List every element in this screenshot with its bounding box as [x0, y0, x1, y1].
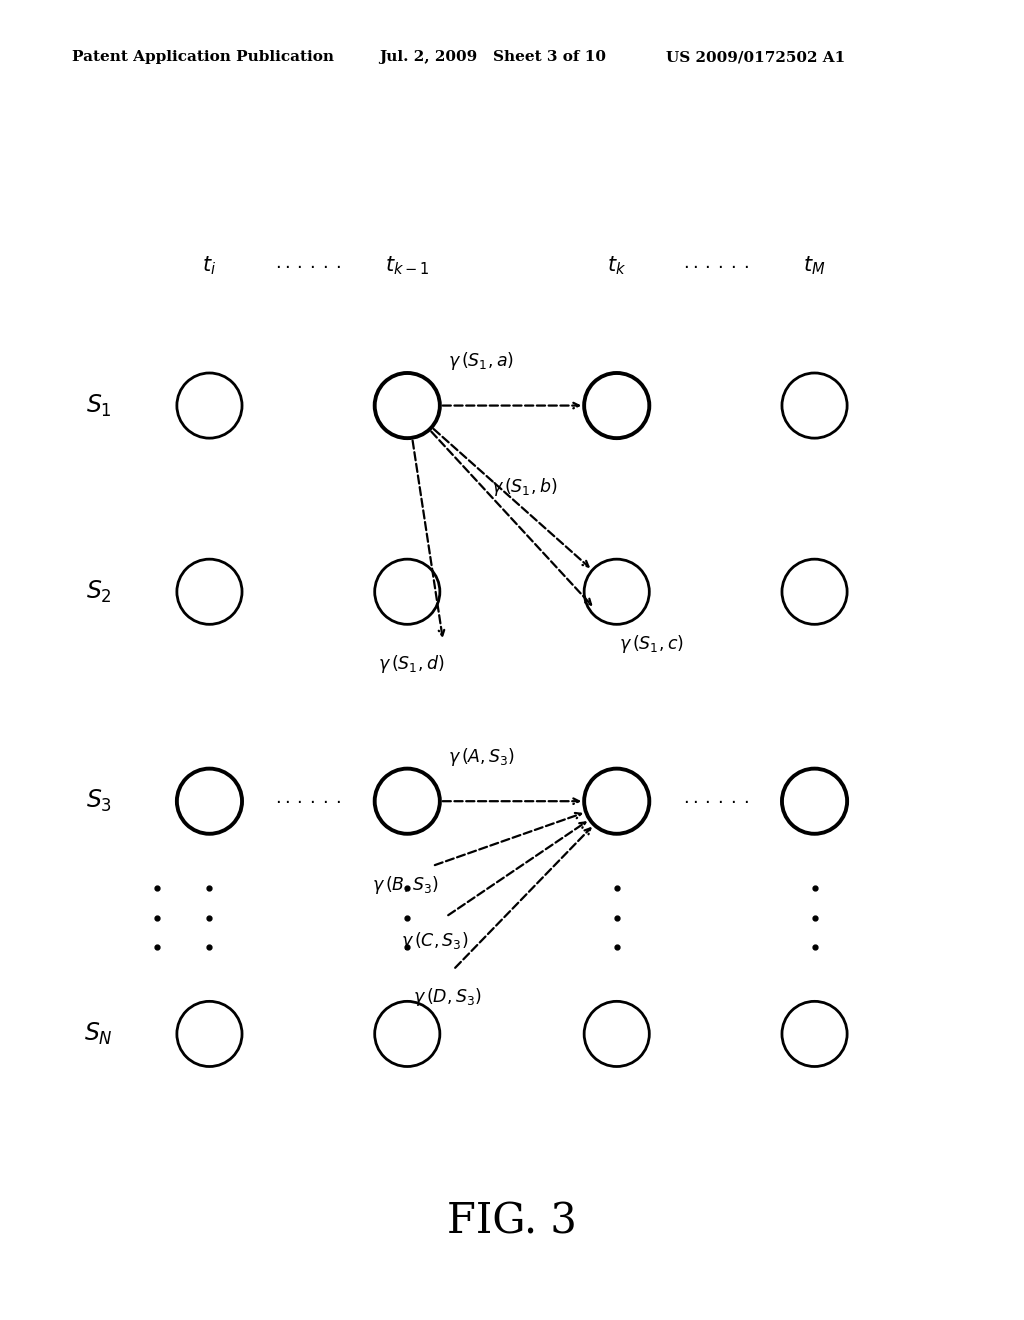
Text: $\gamma\,(S_1,a)$: $\gamma\,(S_1,a)$ [449, 350, 514, 372]
Text: $t_M$: $t_M$ [804, 255, 825, 277]
Text: $\gamma\,(S_1,b)$: $\gamma\,(S_1,b)$ [492, 477, 557, 498]
Text: $\cdot\cdot\cdot\cdot\cdot\cdot$: $\cdot\cdot\cdot\cdot\cdot\cdot$ [683, 792, 749, 810]
Text: $\gamma\,(B,S_3)$: $\gamma\,(B,S_3)$ [373, 874, 439, 896]
Text: $\gamma\,(A,S_3)$: $\gamma\,(A,S_3)$ [449, 746, 515, 768]
Text: FIG. 3: FIG. 3 [447, 1200, 577, 1242]
Text: US 2009/0172502 A1: US 2009/0172502 A1 [666, 50, 845, 65]
Text: $S_2$: $S_2$ [86, 578, 112, 605]
Text: $t_k$: $t_k$ [607, 255, 627, 277]
Text: Jul. 2, 2009   Sheet 3 of 10: Jul. 2, 2009 Sheet 3 of 10 [379, 50, 606, 65]
Text: $S_1$: $S_1$ [86, 392, 112, 418]
Text: $\gamma\,(C,S_3)$: $\gamma\,(C,S_3)$ [401, 929, 469, 952]
Text: $\gamma\,(S_1,d)$: $\gamma\,(S_1,d)$ [378, 653, 444, 675]
Text: Patent Application Publication: Patent Application Publication [72, 50, 334, 65]
Text: $S_N$: $S_N$ [84, 1020, 114, 1047]
Text: $t_i$: $t_i$ [203, 255, 216, 277]
Text: $\gamma\,(S_1,c)$: $\gamma\,(S_1,c)$ [620, 634, 684, 655]
Text: $\cdot\cdot\cdot\cdot\cdot\cdot$: $\cdot\cdot\cdot\cdot\cdot\cdot$ [275, 257, 341, 275]
Text: $\gamma\,(D,S_3)$: $\gamma\,(D,S_3)$ [413, 986, 482, 1007]
Text: $t_{k-1}$: $t_{k-1}$ [385, 255, 429, 277]
Text: $\cdot\cdot\cdot\cdot\cdot\cdot$: $\cdot\cdot\cdot\cdot\cdot\cdot$ [275, 792, 341, 810]
Text: $S_3$: $S_3$ [86, 788, 112, 814]
Text: $\cdot\cdot\cdot\cdot\cdot\cdot$: $\cdot\cdot\cdot\cdot\cdot\cdot$ [683, 257, 749, 275]
